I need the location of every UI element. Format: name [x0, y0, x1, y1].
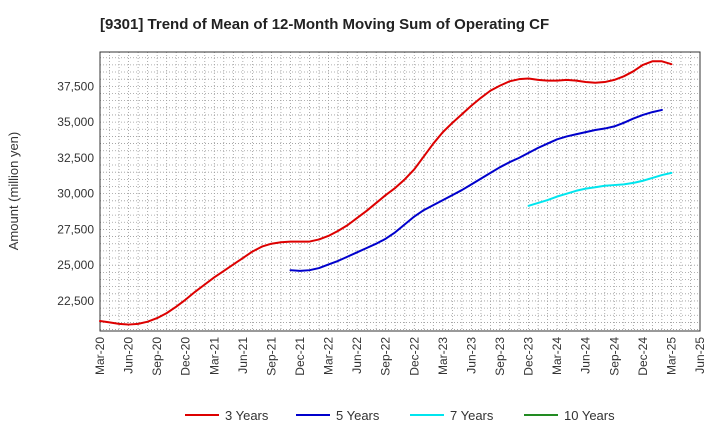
series-layer	[99, 60, 673, 326]
x-tick-label: Mar-25	[664, 337, 678, 375]
x-tick-label: Sep-24	[607, 337, 621, 376]
plot-area	[99, 51, 701, 332]
x-tick-label: Jun-25	[693, 337, 707, 374]
x-tick-label: Jun-21	[236, 337, 250, 374]
x-tick-label: Dec-24	[636, 337, 650, 376]
legend-label: 5 Years	[336, 408, 380, 423]
legend-label: 7 Years	[450, 408, 494, 423]
x-tick-label: Jun-20	[122, 337, 136, 374]
x-tick-label: Sep-20	[150, 337, 164, 376]
x-axis-ticks: Mar-20 Jun-20 Sep-20 Dec-20 Mar-21 Jun-21 Sep-…	[93, 337, 707, 376]
x-tick-label: Dec-23	[522, 337, 536, 376]
y-tick-label: 37,500	[57, 79, 94, 93]
x-tick-label: Mar-21	[207, 337, 221, 375]
legend-item: 3 Years	[185, 408, 269, 423]
x-tick-label: Dec-20	[179, 337, 193, 376]
x-tick-label: Sep-21	[264, 337, 278, 376]
legend-item: 5 Years	[296, 408, 380, 423]
legend: 3 Years 5 Years 7 Years 10 Years	[185, 408, 615, 423]
series-line-5-years	[289, 108, 663, 272]
x-tick-label: Jun-23	[464, 337, 478, 374]
series-line-3-years	[99, 60, 673, 326]
y-tick-label: 22,500	[57, 294, 94, 308]
y-axis-ticks: 22,500 25,000 27,500 30,000 32,500 35,000 37,5…	[57, 79, 94, 308]
x-tick-label: Dec-21	[293, 337, 307, 376]
y-tick-label: 30,000	[57, 187, 94, 201]
x-tick-label: Mar-24	[550, 337, 564, 375]
x-tick-label: Jun-22	[350, 337, 364, 374]
legend-item: 7 Years	[410, 408, 494, 423]
y-tick-label: 27,500	[57, 222, 94, 236]
y-tick-label: 32,500	[57, 151, 94, 165]
x-tick-label: Sep-23	[493, 337, 507, 376]
x-tick-label: Sep-22	[379, 337, 393, 376]
y-tick-label: 25,000	[57, 258, 94, 272]
x-tick-label: Mar-23	[436, 337, 450, 375]
legend-label: 10 Years	[564, 408, 615, 423]
y-tick-label: 35,000	[57, 115, 94, 129]
series-line-7-years	[527, 171, 673, 207]
legend-label: 3 Years	[225, 408, 269, 423]
x-tick-label: Mar-22	[322, 337, 336, 375]
x-tick-label: Mar-20	[93, 337, 107, 375]
x-tick-label: Jun-24	[579, 337, 593, 374]
x-tick-label: Dec-22	[407, 337, 421, 376]
legend-item: 10 Years	[524, 408, 615, 423]
chart-title: [9301] Trend of Mean of 12-Month Moving …	[100, 16, 549, 33]
grid	[100, 52, 700, 331]
y-axis-label: Amount (million yen)	[6, 132, 21, 251]
